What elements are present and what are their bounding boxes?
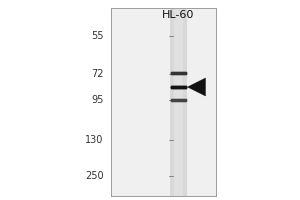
Bar <box>170 8 187 196</box>
Polygon shape <box>188 78 206 96</box>
Bar <box>174 8 183 196</box>
Text: 95: 95 <box>91 95 104 105</box>
Text: 72: 72 <box>91 69 103 79</box>
Text: 250: 250 <box>85 171 104 181</box>
Text: 55: 55 <box>91 31 103 41</box>
Bar <box>111 8 216 196</box>
Text: HL-60: HL-60 <box>162 10 195 20</box>
Text: 130: 130 <box>85 135 103 145</box>
